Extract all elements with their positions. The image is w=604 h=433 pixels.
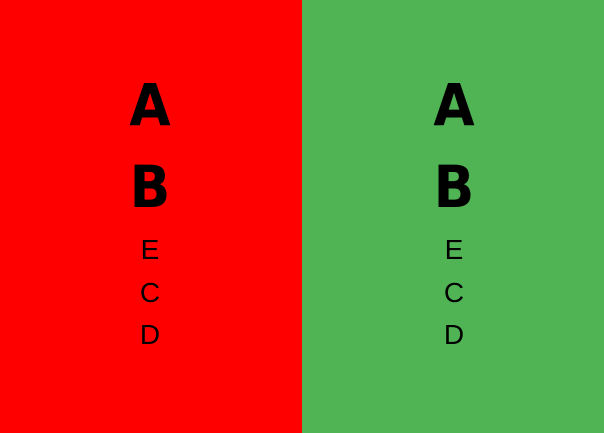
left-small-letter-3: D (139, 319, 161, 350)
right-small-letter-2: C (443, 277, 465, 308)
left-small-letter-1: E (140, 234, 160, 265)
left-red-panel: A B E C D (0, 0, 302, 433)
left-letter-stack: A B E C D (100, 0, 200, 433)
right-big-letter-1: A (433, 71, 475, 139)
right-green-panel: A B E C D (302, 0, 604, 433)
right-big-letter-2: B (433, 153, 475, 221)
left-big-letter-1: A (129, 71, 171, 139)
right-small-letter-3: D (443, 319, 465, 350)
left-big-letter-2: B (129, 153, 171, 221)
right-letter-stack: A B E C D (404, 0, 504, 433)
right-small-letter-1: E (444, 234, 464, 265)
left-small-letter-2: C (139, 277, 161, 308)
